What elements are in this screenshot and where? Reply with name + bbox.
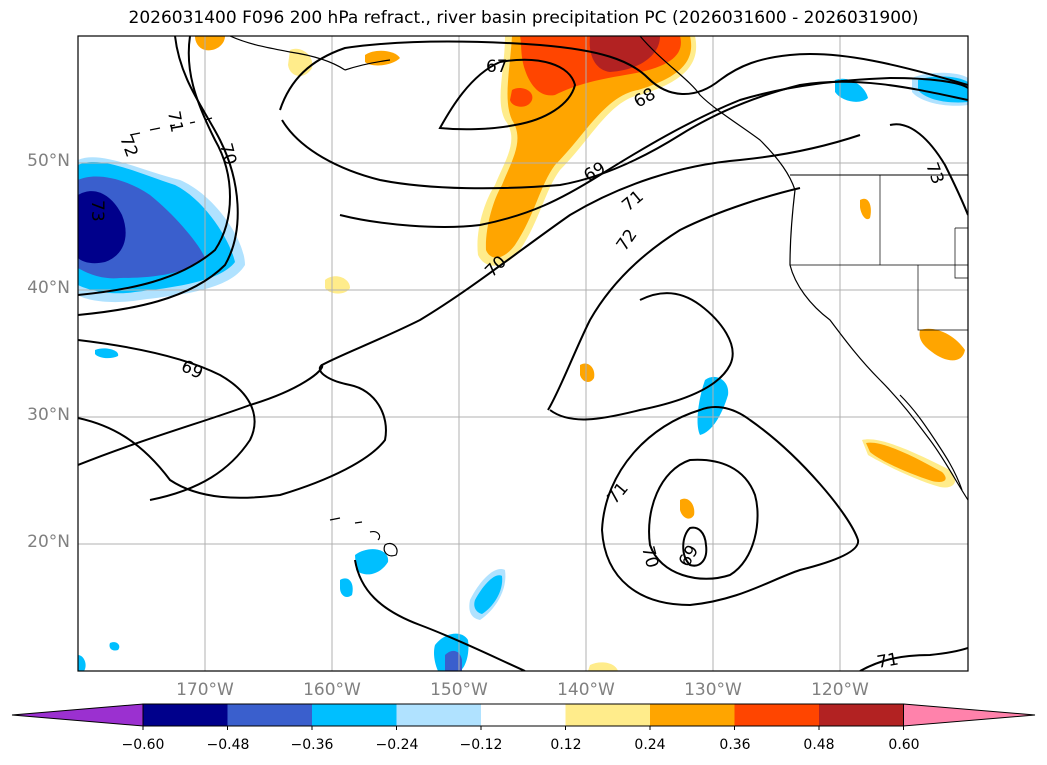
map-panel: 67 68 69 70 71 72 69 70 71 72 73 71 70 6… xyxy=(77,35,969,673)
colorbar-bin-6 xyxy=(565,704,651,726)
contour-70-band xyxy=(78,36,231,296)
colorbar-bin-2 xyxy=(227,704,313,726)
anomaly-patch-7 xyxy=(580,363,595,382)
anomaly-patch-12 xyxy=(835,78,868,102)
map-frame xyxy=(77,35,969,672)
contour-68-north xyxy=(279,40,968,111)
contour-67 xyxy=(438,58,577,131)
anomaly-patch-21 xyxy=(340,578,353,598)
contour-label-15: 71 xyxy=(875,649,900,672)
colorbar-tick-1: −0.60 xyxy=(121,737,165,753)
colorbar-bin-1 xyxy=(143,704,228,726)
anomaly-patch-9 xyxy=(860,198,871,220)
coastline-aleutian-islands xyxy=(129,117,213,136)
contour-70-inner xyxy=(648,458,759,580)
contour-73-east xyxy=(889,123,968,216)
positive-anomaly-small xyxy=(510,88,533,107)
anomaly-patch-18 xyxy=(474,575,503,614)
colorbar-tick-3: −0.36 xyxy=(290,737,334,753)
contour-label-11: 73 xyxy=(87,200,107,222)
anomaly-patch-3 xyxy=(365,50,400,66)
colorbar-bin-9 xyxy=(819,704,904,726)
colorbar-bin-8 xyxy=(734,704,820,726)
colorbar-bin-7 xyxy=(650,704,735,726)
colorbar-tick-7: 0.24 xyxy=(634,737,666,753)
anomaly-patch-1 xyxy=(195,36,225,51)
contour-lines xyxy=(78,36,968,671)
colorbar-frame xyxy=(142,703,904,727)
colorbar-tick-5: −0.12 xyxy=(459,737,503,753)
anomaly-patch-4 xyxy=(919,328,965,361)
colorbar-over-extension xyxy=(903,703,1036,727)
positive-anomaly-core xyxy=(589,36,660,72)
contour-71-southeast xyxy=(859,647,968,671)
lat-label-40n: 40°N xyxy=(27,278,70,298)
shading-layer xyxy=(78,36,968,671)
negative-anomaly-core xyxy=(78,191,126,264)
lon-label-140w: 140°W xyxy=(557,680,615,700)
lat-label-20n: 20°N xyxy=(27,532,70,552)
colorbar-bin-4 xyxy=(396,704,482,726)
anomaly-patch-16 xyxy=(355,549,389,575)
map-title: 2026031400 F096 200 hPa refract., river … xyxy=(128,8,919,28)
contour-70-east xyxy=(339,76,968,228)
anomaly-patch-20 xyxy=(445,650,462,671)
colorbar-tick-6: 0.12 xyxy=(550,737,582,753)
contour-ring-southwest xyxy=(354,559,526,671)
contour-69-west xyxy=(78,339,256,501)
anomaly-patch-23 xyxy=(109,642,120,651)
lon-label-130w: 130°W xyxy=(684,680,742,700)
coastline-baja xyxy=(899,394,963,491)
lat-label-50n: 50°N xyxy=(27,151,70,171)
anomaly-patch-6 xyxy=(866,442,946,482)
state-borders xyxy=(790,175,968,331)
colorbar-tick-8: 0.36 xyxy=(719,737,751,753)
lat-label-30n: 30°N xyxy=(27,405,70,425)
contour-71-long xyxy=(78,134,861,466)
anomaly-patch-11 xyxy=(325,276,350,294)
colorbar-bin-3 xyxy=(312,704,397,726)
colorbar-tick-9: 0.48 xyxy=(803,737,835,753)
colorbar-bin-5 xyxy=(481,704,566,726)
contour-70-center xyxy=(549,292,734,421)
colorbar-tick-2: −0.48 xyxy=(206,737,250,753)
coastline-alaska-peninsula xyxy=(229,36,391,71)
anomaly-patch-24 xyxy=(78,655,86,671)
contour-label-1: 67 xyxy=(486,57,508,77)
anomaly-patch-10 xyxy=(588,662,618,671)
colorbar-under-extension xyxy=(11,703,144,727)
anomaly-patch-22 xyxy=(95,348,119,359)
lon-label-170w: 170°W xyxy=(176,680,234,700)
anomaly-patch-8 xyxy=(680,498,695,519)
contour-72-east xyxy=(547,187,801,411)
lon-label-150w: 150°W xyxy=(430,680,488,700)
coastlines xyxy=(129,36,968,557)
coastline-hawaii xyxy=(329,517,398,557)
colorbar-tick-4: −0.24 xyxy=(375,737,419,753)
lon-label-120w: 120°W xyxy=(811,680,869,700)
colorbar-tick-10: 0.60 xyxy=(888,737,920,753)
contour-69-inner xyxy=(682,526,708,567)
contour-71-inner xyxy=(600,406,860,607)
lon-label-160w: 160°W xyxy=(303,680,361,700)
positive-anomaly-mid xyxy=(485,36,692,258)
contour-69-south xyxy=(78,364,387,499)
contour-71-west xyxy=(78,36,239,316)
contour-label-9: 71 xyxy=(163,109,186,134)
colorbar-segments xyxy=(11,703,1036,730)
